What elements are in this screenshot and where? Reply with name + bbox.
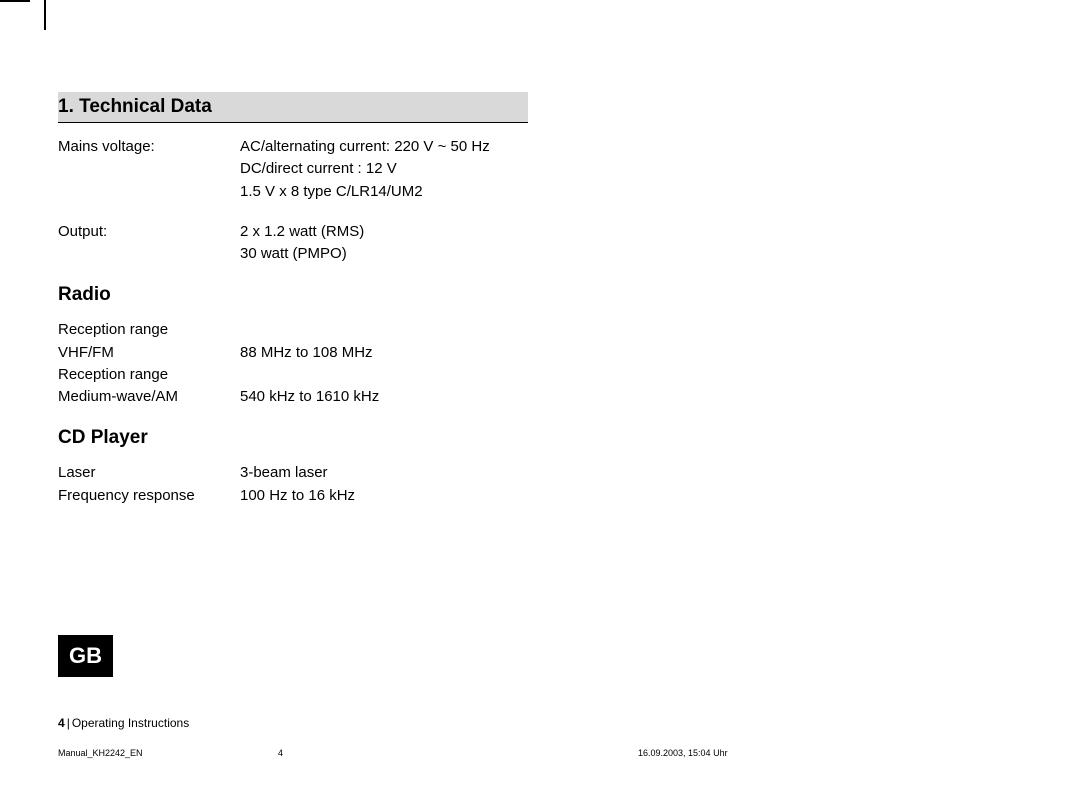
- spec-row: DC/direct current : 12 V: [58, 159, 528, 179]
- specs-radio: Reception rangeVHF/FM88 MHz to 108 MHzRe…: [58, 320, 528, 407]
- spec-label: Output:: [58, 222, 240, 242]
- spec-row: Frequency response100 Hz to 16 kHz: [58, 486, 528, 506]
- section-heading: 1. Technical Data: [58, 92, 528, 123]
- spec-value: [240, 365, 528, 385]
- spec-value: 540 kHz to 1610 kHz: [240, 387, 528, 407]
- spec-label: Reception range: [58, 320, 240, 340]
- spec-label: Laser: [58, 463, 240, 483]
- spec-row: VHF/FM88 MHz to 108 MHz: [58, 343, 528, 363]
- footer-separator: |: [67, 716, 70, 730]
- spec-row: Mains voltage:AC/alternating current: 22…: [58, 137, 528, 157]
- spec-label: Mains voltage:: [58, 137, 240, 157]
- language-badge: GB: [58, 635, 113, 677]
- spec-value: 2 x 1.2 watt (RMS): [240, 222, 528, 242]
- spec-label: Medium-wave/AM: [58, 387, 240, 407]
- meta-filename: Manual_KH2242_EN: [58, 748, 278, 758]
- crop-mark-left: [44, 0, 46, 30]
- spec-value: 1.5 V x 8 type C/LR14/UM2: [240, 182, 528, 202]
- spec-row: Output:2 x 1.2 watt (RMS): [58, 222, 528, 242]
- spec-value: AC/alternating current: 220 V ~ 50 Hz: [240, 137, 528, 157]
- subheading-cd: CD Player: [58, 427, 528, 449]
- page-content: 1. Technical Data Mains voltage:AC/alter…: [58, 0, 528, 758]
- spec-value: 100 Hz to 16 kHz: [240, 486, 528, 506]
- spec-row: Laser3-beam laser: [58, 463, 528, 483]
- spec-label: Reception range: [58, 365, 240, 385]
- spec-value: [240, 320, 528, 340]
- meta-line: Manual_KH2242_EN 4 16.09.2003, 15:04 Uhr: [58, 748, 788, 758]
- spec-row: 30 watt (PMPO): [58, 244, 528, 264]
- footer: 4|Operating Instructions: [58, 716, 189, 730]
- spec-value: DC/direct current : 12 V: [240, 159, 528, 179]
- spec-value: 30 watt (PMPO): [240, 244, 528, 264]
- spec-row: Medium-wave/AM540 kHz to 1610 kHz: [58, 387, 528, 407]
- spec-gap: [58, 204, 528, 222]
- spec-label: VHF/FM: [58, 343, 240, 363]
- meta-page-number: 4: [278, 748, 638, 758]
- subheading-radio: Radio: [58, 284, 528, 306]
- spec-label: Frequency response: [58, 486, 240, 506]
- spec-value: 88 MHz to 108 MHz: [240, 343, 528, 363]
- specs-main: Mains voltage:AC/alternating current: 22…: [58, 137, 528, 264]
- footer-doc-title: Operating Instructions: [72, 716, 189, 730]
- spec-label: [58, 244, 240, 264]
- spec-value: 3-beam laser: [240, 463, 528, 483]
- meta-date: 16.09.2003, 15:04 Uhr: [638, 748, 728, 758]
- crop-mark-top: [0, 0, 30, 2]
- footer-page-number: 4: [58, 716, 65, 730]
- spec-row: Reception range: [58, 365, 528, 385]
- spec-label: [58, 159, 240, 179]
- specs-cd: Laser3-beam laserFrequency response100 H…: [58, 463, 528, 506]
- spec-row: Reception range: [58, 320, 528, 340]
- spec-row: 1.5 V x 8 type C/LR14/UM2: [58, 182, 528, 202]
- spec-label: [58, 182, 240, 202]
